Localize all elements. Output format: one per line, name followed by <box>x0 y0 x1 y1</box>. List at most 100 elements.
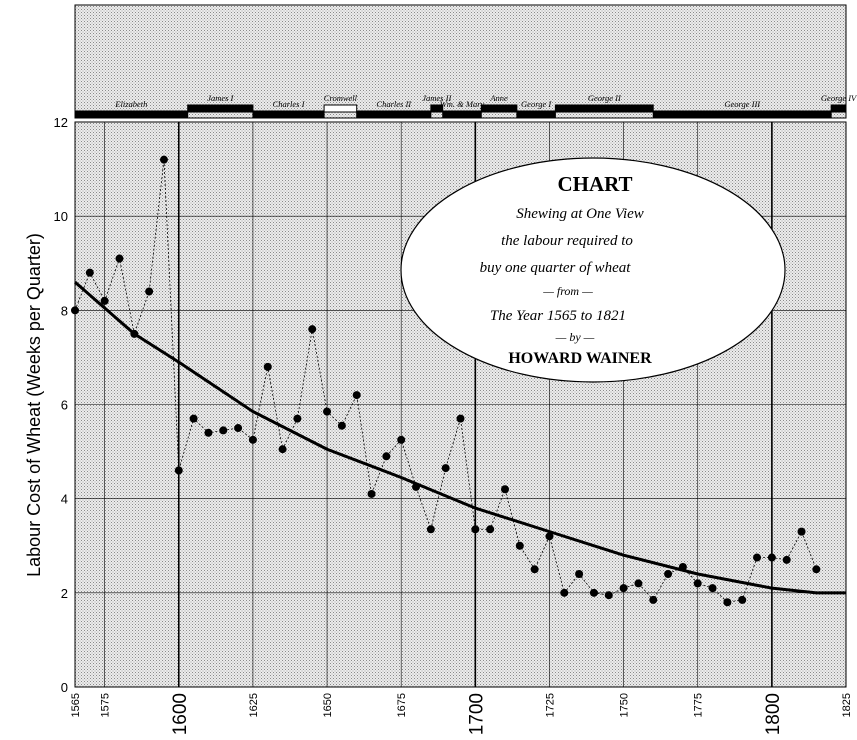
data-point <box>145 287 154 296</box>
x-tick-label: 1650 <box>322 693 334 717</box>
title-cartouche: CHART Shewing at One View the labour req… <box>400 157 786 383</box>
data-point <box>753 553 762 562</box>
data-point <box>634 579 643 588</box>
subtitle-line-4: — from — <box>542 284 593 298</box>
data-point <box>693 579 702 588</box>
y-tick-label: 0 <box>61 680 68 695</box>
x-tick-label: 1750 <box>619 693 631 717</box>
y-axis-label: Labour Cost of Wheat (Weeks per Quarter) <box>24 233 44 577</box>
monarch-bar <box>74 110 189 119</box>
x-tick-label: 1575 <box>100 693 112 717</box>
y-tick-label: 10 <box>54 209 68 224</box>
data-point <box>545 532 554 541</box>
monarch-bar <box>187 104 254 113</box>
data-point <box>767 553 776 562</box>
data-point <box>723 598 732 607</box>
data-point <box>738 595 747 604</box>
x-tick-label: 1675 <box>396 693 408 717</box>
data-point <box>649 595 658 604</box>
data-point <box>130 329 139 338</box>
data-point <box>293 414 302 423</box>
data-points <box>71 155 821 607</box>
x-tick-label: 1800 <box>763 693 784 735</box>
y-tick-label: 12 <box>54 115 68 130</box>
data-point <box>159 155 168 164</box>
data-point <box>619 584 628 593</box>
chart-title: CHART <box>557 172 632 196</box>
monarch-label: George II <box>588 93 622 103</box>
data-point <box>382 452 391 461</box>
y-tick-label: 8 <box>61 303 68 318</box>
data-point <box>560 588 569 597</box>
data-point <box>797 527 806 536</box>
x-tick-label: 1565 <box>70 693 82 717</box>
x-tick-label: 1625 <box>248 693 260 717</box>
data-point <box>337 421 346 430</box>
data-point <box>85 268 94 277</box>
subtitle-line-2: the labour required to <box>501 233 633 249</box>
trend-line <box>74 280 846 595</box>
data-point <box>441 464 450 473</box>
data-point <box>248 435 257 444</box>
data-point <box>782 555 791 564</box>
data-point <box>204 428 213 437</box>
x-tick-label: 1825 <box>841 693 853 717</box>
data-point <box>263 362 272 371</box>
monarch-bar <box>430 104 444 113</box>
data-point <box>71 306 79 315</box>
data-point <box>486 525 495 534</box>
monarch-bar <box>356 110 432 119</box>
data-point <box>189 414 198 423</box>
data-point <box>530 565 539 574</box>
cartouche-ellipse <box>400 157 786 383</box>
data-point <box>500 485 509 494</box>
y-tick-label: 4 <box>61 492 68 507</box>
monarch-bar <box>252 110 325 119</box>
trend-line-layer <box>74 159 846 603</box>
monarch-label: Anne <box>489 93 508 103</box>
data-point <box>323 407 332 416</box>
data-point <box>589 588 598 597</box>
monarch-label: George I <box>521 99 552 109</box>
data-point <box>456 414 465 423</box>
data-point <box>115 254 124 263</box>
y-tick-label: 2 <box>61 586 68 601</box>
data-point <box>812 565 821 574</box>
data-point <box>604 591 613 600</box>
data-point <box>308 325 317 334</box>
x-tick-label: 1775 <box>693 693 705 717</box>
data-point <box>708 584 717 593</box>
subtitle-line-1: Shewing at One View <box>516 206 644 222</box>
monarch-panel-background <box>74 4 847 119</box>
monarch-bar <box>442 110 482 119</box>
monarch-bar <box>652 110 832 119</box>
monarch-label: Cromwell <box>324 93 358 103</box>
data-point <box>575 570 584 578</box>
data-point <box>664 570 673 578</box>
monarch-label: George III <box>724 99 761 109</box>
subtitle-line-3: buy one quarter of wheat <box>480 260 632 276</box>
data-point <box>278 445 287 454</box>
author-name: HOWARD WAINER <box>508 350 652 367</box>
monarch-label: George IV <box>821 93 857 103</box>
monarch-label: Charles I <box>273 99 306 109</box>
data-point <box>515 541 524 550</box>
data-point <box>100 296 109 305</box>
monarch-bars: Elizabeth James I Charles I Cromwell Charles… <box>74 93 857 119</box>
data-point <box>471 525 480 534</box>
monarch-bar <box>480 104 518 113</box>
data-point <box>678 562 687 571</box>
monarch-bar <box>516 110 556 119</box>
subtitle-line-5: The Year 1565 to 1821 <box>490 308 626 324</box>
data-point <box>219 426 228 435</box>
monarch-label: Elizabeth <box>114 99 147 109</box>
monarch-label: Charles II <box>376 99 412 109</box>
monarch-bar <box>323 104 358 113</box>
data-point <box>367 489 376 498</box>
data-point <box>426 525 435 534</box>
x-tick-label: 1700 <box>466 693 487 735</box>
data-point <box>174 466 183 475</box>
x-tick-label: 1600 <box>170 693 191 735</box>
data-point <box>412 482 421 491</box>
